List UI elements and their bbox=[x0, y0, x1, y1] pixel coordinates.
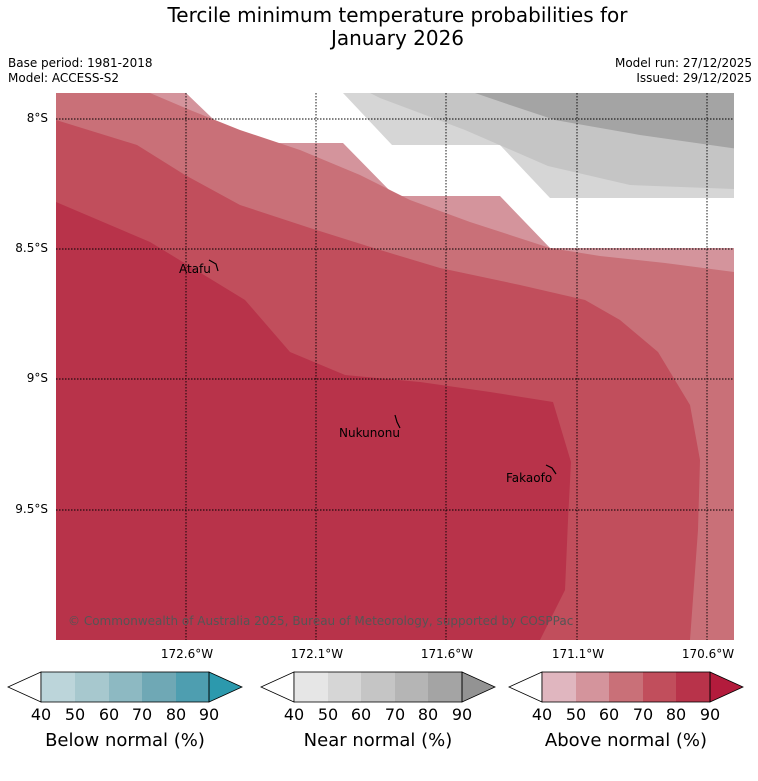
copyright-notice: © Commonwealth of Australia 2025, Bureau… bbox=[68, 614, 574, 628]
issued-date: Issued: 29/12/2025 bbox=[636, 71, 752, 85]
near-normal-tick: 40 bbox=[283, 705, 305, 724]
near-normal-swatch-40 bbox=[294, 672, 328, 702]
near-normal-swatch-50 bbox=[328, 672, 361, 702]
lat-label-9-5s: 9.5°S bbox=[15, 502, 48, 516]
near-normal-tick: 80 bbox=[417, 705, 439, 724]
lon-label-171-1w: 171.1°W bbox=[551, 647, 605, 661]
near-normal-over-arrow bbox=[462, 672, 495, 702]
below-normal-tick: 70 bbox=[131, 705, 153, 724]
model-info: Base period: 1981-2018 Model: ACCESS-S2 bbox=[8, 56, 153, 86]
below-normal-label: Below normal (%) bbox=[45, 730, 205, 751]
lat-label-9s: 9°S bbox=[26, 371, 48, 385]
below-normal-swatch-70 bbox=[142, 672, 176, 702]
map-title-line-1: Tercile minimum temperature probabilitie… bbox=[167, 3, 628, 27]
below-normal-swatch-50 bbox=[75, 672, 109, 702]
near-normal-tick: 50 bbox=[317, 705, 339, 724]
colorbar-below-normal bbox=[7, 671, 243, 703]
below-normal-tick: 90 bbox=[198, 705, 220, 724]
above-normal-swatch-80 bbox=[676, 672, 710, 702]
lon-label-172-1w: 172.1°W bbox=[290, 647, 344, 661]
lat-label-8s: 8°S bbox=[26, 111, 48, 125]
lat-label-8-5s: 8.5°S bbox=[15, 241, 48, 255]
below-normal-swatch-60 bbox=[109, 672, 142, 702]
near-normal-under-arrow bbox=[260, 671, 295, 703]
place-label-fakaofo: Fakaofo bbox=[506, 471, 553, 485]
above-normal-swatch-40 bbox=[542, 672, 576, 702]
below-normal-swatch-80 bbox=[176, 672, 209, 702]
above-normal-swatch-60 bbox=[609, 672, 643, 702]
above-normal-tick: 40 bbox=[531, 705, 553, 724]
above-normal-tick: 70 bbox=[632, 705, 654, 724]
above-normal-swatch-70 bbox=[643, 672, 676, 702]
graticule bbox=[56, 93, 734, 640]
run-info: Model run: 27/12/2025 Issued: 29/12/2025 bbox=[615, 56, 752, 86]
below-normal-swatch-40 bbox=[41, 672, 75, 702]
fakaofo-island-outline bbox=[545, 464, 557, 475]
nukunonu-island-outline bbox=[394, 414, 401, 429]
above-normal-80-region bbox=[56, 202, 571, 640]
near-normal-swatch-70 bbox=[395, 672, 428, 702]
lon-label-170-6w: 170.6°W bbox=[681, 647, 735, 661]
place-label-nukunonu: Nukunonu bbox=[339, 426, 400, 440]
place-label-atafu: Atafu bbox=[179, 262, 211, 276]
below-normal-tick: 80 bbox=[165, 705, 187, 724]
lon-label-171-6w: 171.6°W bbox=[420, 647, 474, 661]
base-period: Base period: 1981-2018 bbox=[8, 56, 153, 70]
near-normal-tick: 70 bbox=[384, 705, 406, 724]
above-normal-tick: 50 bbox=[565, 705, 587, 724]
model-name: Model: ACCESS-S2 bbox=[8, 71, 120, 85]
atafu-island-outline bbox=[208, 259, 219, 272]
below-normal-over-arrow bbox=[209, 672, 242, 702]
island-outlines bbox=[208, 259, 557, 475]
colorbar-above-normal bbox=[508, 671, 744, 703]
below-normal-tick: 40 bbox=[30, 705, 52, 724]
above-normal-label: Above normal (%) bbox=[544, 730, 708, 751]
below-normal-tick: 50 bbox=[64, 705, 86, 724]
near-normal-tick: 60 bbox=[350, 705, 372, 724]
map-title: Tercile minimum temperature probabilitie… bbox=[0, 4, 758, 50]
near-normal-tick: 90 bbox=[451, 705, 473, 724]
lon-label-172-6w: 172.6°W bbox=[160, 647, 214, 661]
near-normal-label: Near normal (%) bbox=[303, 730, 453, 751]
above-normal-over-arrow bbox=[710, 672, 743, 702]
below-normal-tick: 60 bbox=[98, 705, 120, 724]
above-normal-tick: 80 bbox=[665, 705, 687, 724]
map-title-line-2: January 2026 bbox=[330, 26, 465, 50]
near-normal-70-region bbox=[475, 93, 734, 149]
near-normal-swatch-60 bbox=[361, 672, 395, 702]
model-run-date: Model run: 27/12/2025 bbox=[614, 56, 752, 70]
above-normal-tick: 60 bbox=[598, 705, 620, 724]
above-normal-under-arrow bbox=[508, 671, 543, 703]
above-normal-swatch-50 bbox=[576, 672, 609, 702]
colorbar-near-normal bbox=[260, 671, 496, 703]
above-normal-tick: 90 bbox=[699, 705, 721, 724]
below-normal-under-arrow bbox=[7, 671, 42, 703]
near-normal-swatch-80 bbox=[428, 672, 462, 702]
